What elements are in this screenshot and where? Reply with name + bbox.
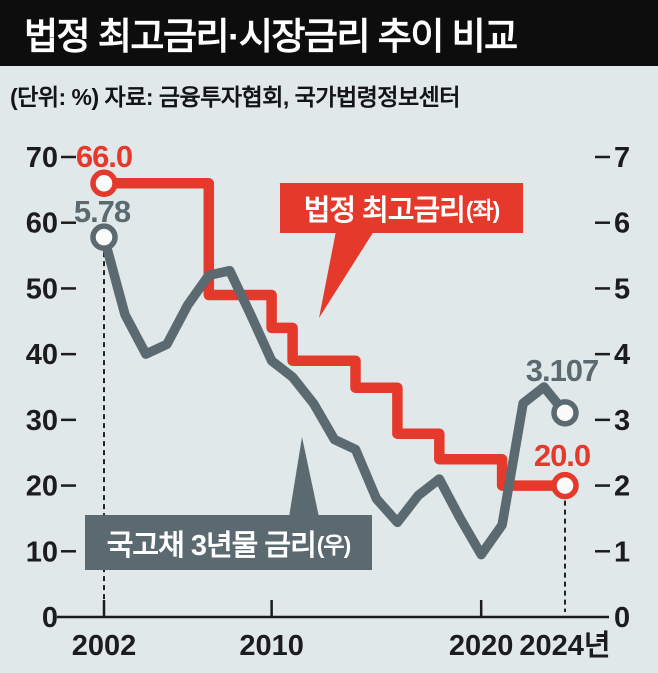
max-rate-start-value: 66.0 [75,139,133,174]
series-endpoint-marker [90,169,118,198]
treasury-callout-suffix: (우) [316,531,351,558]
y-axis-tick-label-right: 1 [614,536,630,568]
y-axis-tick-label-right: 7 [614,142,630,174]
page-title: 법정 최고금리·시장금리 추이 비교 [24,16,518,57]
y-axis-tick-label-left: 40 [26,339,58,371]
y-axis-tick-label-left: 50 [26,273,58,305]
y-axis-tick-label-right: 3 [614,405,630,437]
y-axis-tick-label-right: 4 [614,339,630,371]
series-endpoint-markers [90,169,579,500]
series-lines [98,178,571,560]
max-rate-callout-label: 법정 최고금리 [303,195,466,227]
title-bar: 법정 최고금리·시장금리 추이 비교 [0,0,658,66]
series-endpoint-marker [551,399,579,427]
y-axis-tick-label-left: 10 [26,536,58,568]
x-axis-tick-label: 2024년 [519,629,610,662]
y-axis-tick-label-left: 20 [26,471,58,503]
treasury-callout-tail [289,437,319,517]
y-axis-tick-label-right: 2 [614,471,630,503]
treasury-end-value: 3.107 [525,353,600,388]
max-rate-callout: 법정 최고금리 (좌) [280,183,523,233]
y-axis-tick-label-right: 5 [614,273,630,305]
y-axis-tick-label-left: 30 [26,405,58,437]
treasury-start-value: 5.78 [73,194,131,229]
series-endpoint-marker [90,223,118,251]
treasury-callout: 국고채 3년물 금리 (우) [85,515,372,570]
max-rate-callout-tail [319,231,374,318]
y-axis-tick-label-left: 70 [26,142,58,174]
y-axis-tick-label-left: 0 [42,602,58,634]
chart-subtitle: (단위: %) 자료: 금융투자협회, 국가법령정보센터 [10,84,460,110]
y-axis-tick-label-left: 60 [26,208,58,240]
x-axis-tick-label: 2002 [72,630,137,662]
y-axis-tick-label-right: 0 [614,602,630,634]
treasury-callout-label: 국고채 3년물 금리 [106,529,317,562]
series-endpoint-marker [551,471,579,500]
y-axis-tick-label-right: 6 [614,208,630,240]
max-rate-end-value: 20.0 [533,438,591,473]
treasury-yield-line [99,232,570,560]
max-rate-callout-suffix: (좌) [465,197,500,223]
x-axis-tick-label: 2020 [449,630,514,662]
x-axis-tick-label: 2010 [239,630,304,662]
